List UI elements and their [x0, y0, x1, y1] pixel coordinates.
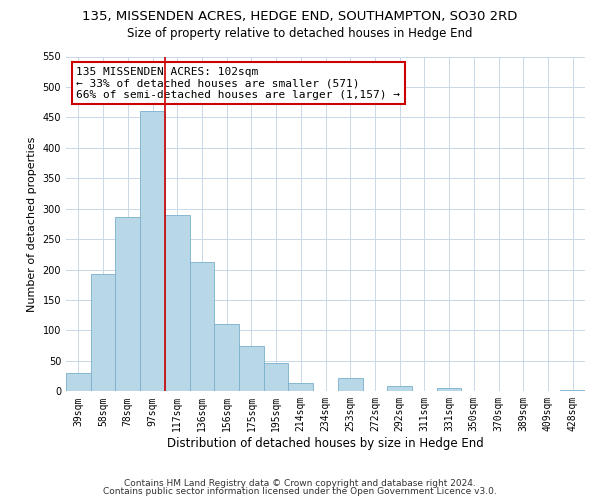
Bar	[91, 274, 115, 392]
Bar	[115, 216, 140, 392]
Bar	[437, 388, 461, 392]
Bar	[190, 262, 214, 392]
Text: Size of property relative to detached houses in Hedge End: Size of property relative to detached ho…	[127, 28, 473, 40]
Bar	[66, 373, 91, 392]
X-axis label: Distribution of detached houses by size in Hedge End: Distribution of detached houses by size …	[167, 437, 484, 450]
Y-axis label: Number of detached properties: Number of detached properties	[27, 136, 37, 312]
Bar	[140, 112, 165, 392]
Bar	[338, 378, 362, 392]
Text: 135 MISSENDEN ACRES: 102sqm
← 33% of detached houses are smaller (571)
66% of se: 135 MISSENDEN ACRES: 102sqm ← 33% of det…	[76, 66, 400, 100]
Bar	[165, 215, 190, 392]
Bar	[264, 364, 289, 392]
Text: 135, MISSENDEN ACRES, HEDGE END, SOUTHAMPTON, SO30 2RD: 135, MISSENDEN ACRES, HEDGE END, SOUTHAM…	[82, 10, 518, 23]
Text: Contains public sector information licensed under the Open Government Licence v3: Contains public sector information licen…	[103, 487, 497, 496]
Text: Contains HM Land Registry data © Crown copyright and database right 2024.: Contains HM Land Registry data © Crown c…	[124, 478, 476, 488]
Bar	[214, 324, 239, 392]
Bar	[239, 346, 264, 392]
Bar	[388, 386, 412, 392]
Bar	[560, 390, 585, 392]
Bar	[289, 384, 313, 392]
